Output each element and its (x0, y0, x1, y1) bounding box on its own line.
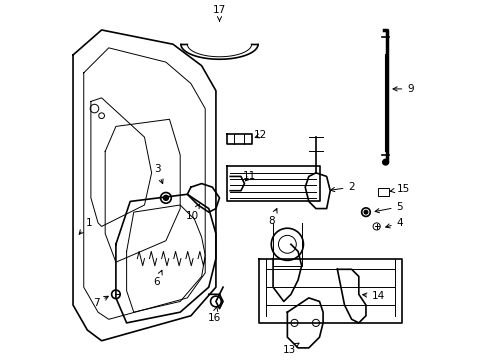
Text: 5: 5 (374, 202, 403, 213)
Circle shape (163, 195, 168, 201)
Text: 13: 13 (282, 343, 299, 355)
Text: 3: 3 (153, 164, 163, 184)
Text: 9: 9 (392, 84, 413, 94)
Text: 17: 17 (212, 5, 225, 21)
Text: 4: 4 (385, 218, 403, 228)
Text: 7: 7 (93, 296, 108, 308)
Text: 15: 15 (389, 184, 409, 194)
Text: 2: 2 (330, 182, 354, 192)
Text: 1: 1 (79, 218, 92, 234)
Text: 16: 16 (207, 307, 220, 323)
Text: 8: 8 (267, 208, 277, 226)
Text: 11: 11 (243, 171, 256, 181)
Text: 10: 10 (186, 204, 199, 221)
Text: 14: 14 (362, 291, 384, 301)
Text: 12: 12 (253, 130, 266, 140)
Circle shape (364, 210, 367, 214)
Circle shape (382, 159, 387, 165)
Text: 6: 6 (153, 270, 162, 287)
